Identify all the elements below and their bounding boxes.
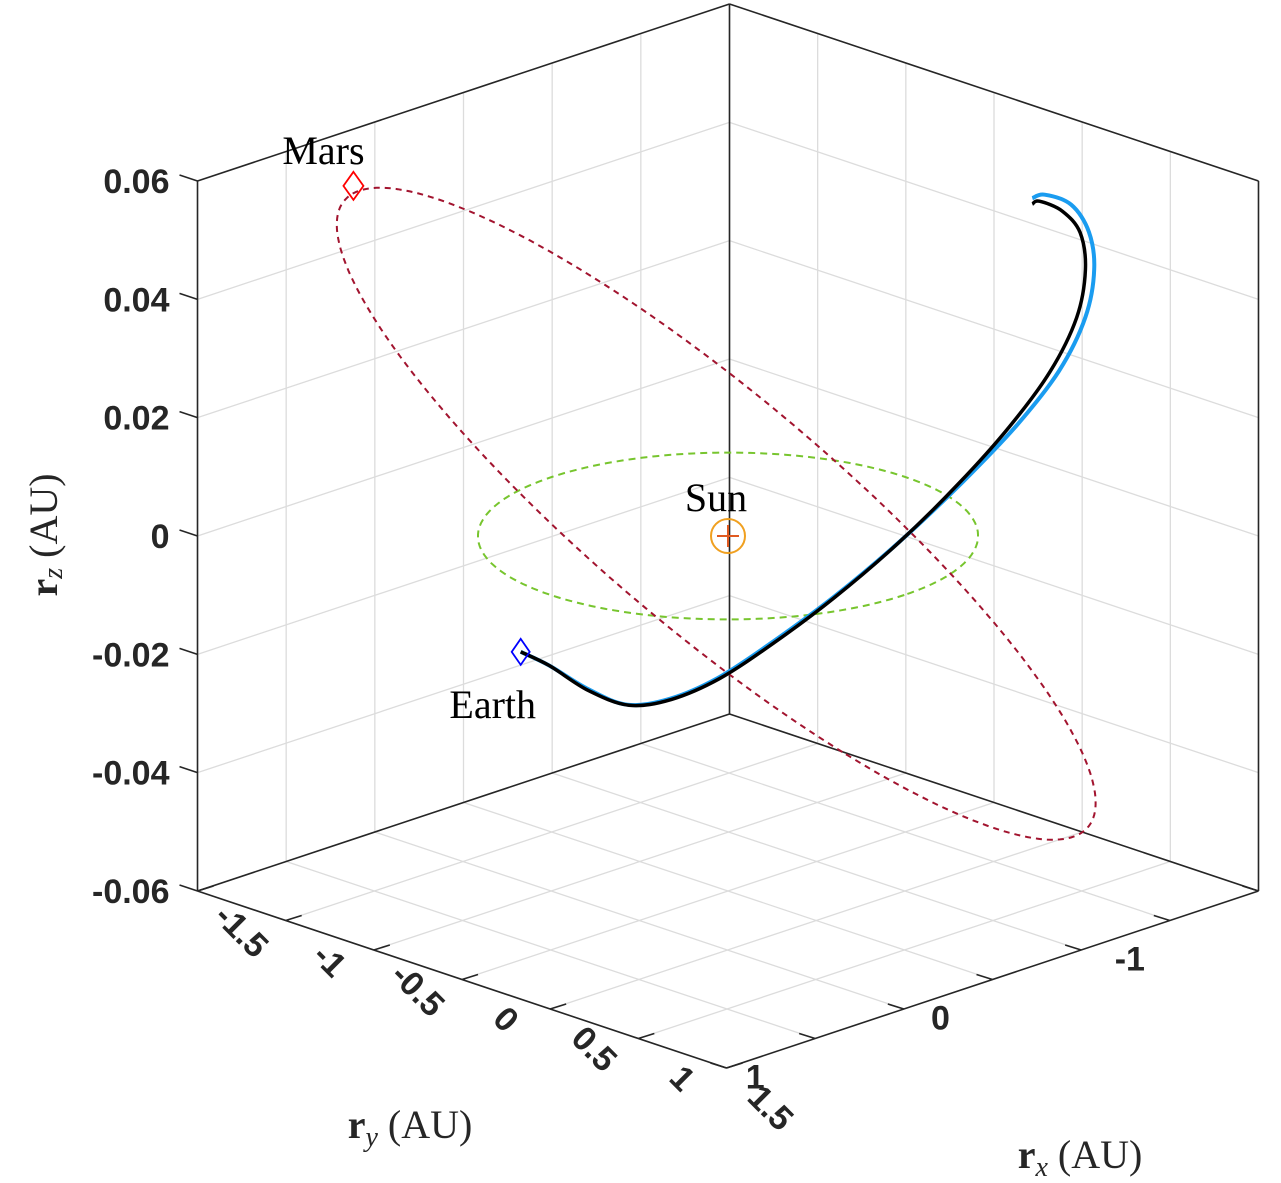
y-tick-mark bbox=[976, 973, 993, 981]
trajectory-blue bbox=[519, 192, 1097, 708]
y-tick-mark bbox=[887, 1003, 905, 1010]
y-tick-mark bbox=[710, 1062, 727, 1069]
z-tick-label: -0.04 bbox=[92, 755, 170, 793]
axis-box-edge bbox=[729, 713, 1259, 892]
y-tick-mark bbox=[1153, 914, 1171, 922]
z-tick-mark bbox=[179, 529, 198, 537]
z-tick-label: 0.04 bbox=[103, 281, 169, 319]
sun-label: Sun bbox=[685, 475, 747, 520]
sun-marker bbox=[710, 518, 746, 554]
axes-layer bbox=[196, 3, 1260, 1069]
z-axis-label-main: r bbox=[21, 579, 66, 597]
x-axis-label-sub: x bbox=[1034, 1152, 1048, 1183]
y-axis-label: ry (AU) bbox=[348, 1102, 473, 1153]
x-tick-label: -1 bbox=[305, 937, 353, 985]
x-tick-mark bbox=[549, 1003, 567, 1010]
z-tick-mark bbox=[179, 410, 198, 419]
earth-orbit bbox=[477, 451, 979, 621]
grid-line bbox=[640, 742, 1171, 922]
grid-line bbox=[197, 358, 730, 537]
grid-line bbox=[197, 240, 730, 419]
y-axis-label-main: r bbox=[348, 1102, 366, 1147]
grid-line bbox=[197, 121, 730, 300]
z-axis-label-unit: (AU) bbox=[21, 473, 66, 567]
z-tick-label: 0.02 bbox=[103, 400, 169, 438]
grid-line bbox=[551, 772, 1082, 951]
trajectory-black bbox=[519, 199, 1088, 708]
labels-layer: Sun Earth Mars bbox=[282, 128, 747, 727]
z-tick-label: -0.02 bbox=[92, 636, 170, 674]
z-tick-mark bbox=[179, 884, 198, 892]
y-tick-mark bbox=[798, 1032, 816, 1040]
grid-line bbox=[729, 476, 1259, 655]
y-axis-label-sub: y bbox=[362, 1122, 378, 1153]
x-axis-label: rx (AU) bbox=[1018, 1132, 1143, 1183]
grid-line bbox=[729, 240, 1259, 419]
grid-line bbox=[197, 476, 730, 655]
z-tick-mark bbox=[179, 647, 198, 656]
z-axis-label: rz (AU) bbox=[21, 473, 69, 596]
grid-line bbox=[463, 801, 993, 981]
mars-label: Mars bbox=[282, 128, 364, 173]
mars-orbit bbox=[335, 186, 1097, 841]
x-tick-label: 0.5 bbox=[564, 1019, 624, 1079]
grid-line bbox=[374, 831, 905, 1010]
y-tick-mark bbox=[1064, 944, 1082, 951]
z-tick-label: 0 bbox=[151, 518, 170, 556]
earth-marker bbox=[510, 637, 531, 667]
grid-line bbox=[729, 595, 1259, 774]
z-tick-mark bbox=[179, 292, 198, 301]
z-tick-label: -0.06 bbox=[92, 873, 170, 911]
y-tick-mark bbox=[1242, 885, 1259, 892]
x-axis-label-unit: (AU) bbox=[1048, 1132, 1142, 1177]
data-layer bbox=[335, 170, 1097, 841]
x-tick-mark bbox=[638, 1032, 655, 1040]
x-tick-mark bbox=[461, 973, 479, 981]
x-tick-mark bbox=[373, 944, 391, 951]
z-tick-label: 0.06 bbox=[103, 163, 169, 201]
grid-line bbox=[285, 860, 816, 1040]
x-tick-label: 1 bbox=[662, 1059, 702, 1099]
x-tick-mark bbox=[726, 1062, 743, 1069]
y-axis-label-unit: (AU) bbox=[378, 1102, 472, 1147]
z-axis-label-sub: z bbox=[38, 568, 69, 580]
y-tick-label: 0 bbox=[931, 1000, 950, 1038]
earth-label: Earth bbox=[449, 682, 536, 727]
mars-marker bbox=[342, 170, 365, 202]
x-tick-label: -1.5 bbox=[207, 897, 275, 965]
x-tick-label: 0 bbox=[486, 1000, 526, 1040]
grid-line bbox=[197, 595, 730, 774]
y-tick-label: -1 bbox=[1115, 941, 1145, 979]
x-axis-label-main: r bbox=[1018, 1132, 1036, 1177]
x-tick-mark bbox=[197, 885, 214, 892]
axis-box-edge bbox=[197, 713, 730, 892]
z-tick-mark bbox=[179, 174, 198, 182]
x-tick-mark bbox=[285, 914, 302, 922]
axis-box-edge bbox=[197, 3, 730, 182]
x-tick-label: -0.5 bbox=[383, 956, 451, 1024]
grid-line bbox=[729, 121, 1259, 300]
y-tick-label: 1 bbox=[746, 1059, 765, 1097]
axis-box-edge bbox=[729, 3, 1259, 182]
z-tick-mark bbox=[179, 765, 198, 774]
